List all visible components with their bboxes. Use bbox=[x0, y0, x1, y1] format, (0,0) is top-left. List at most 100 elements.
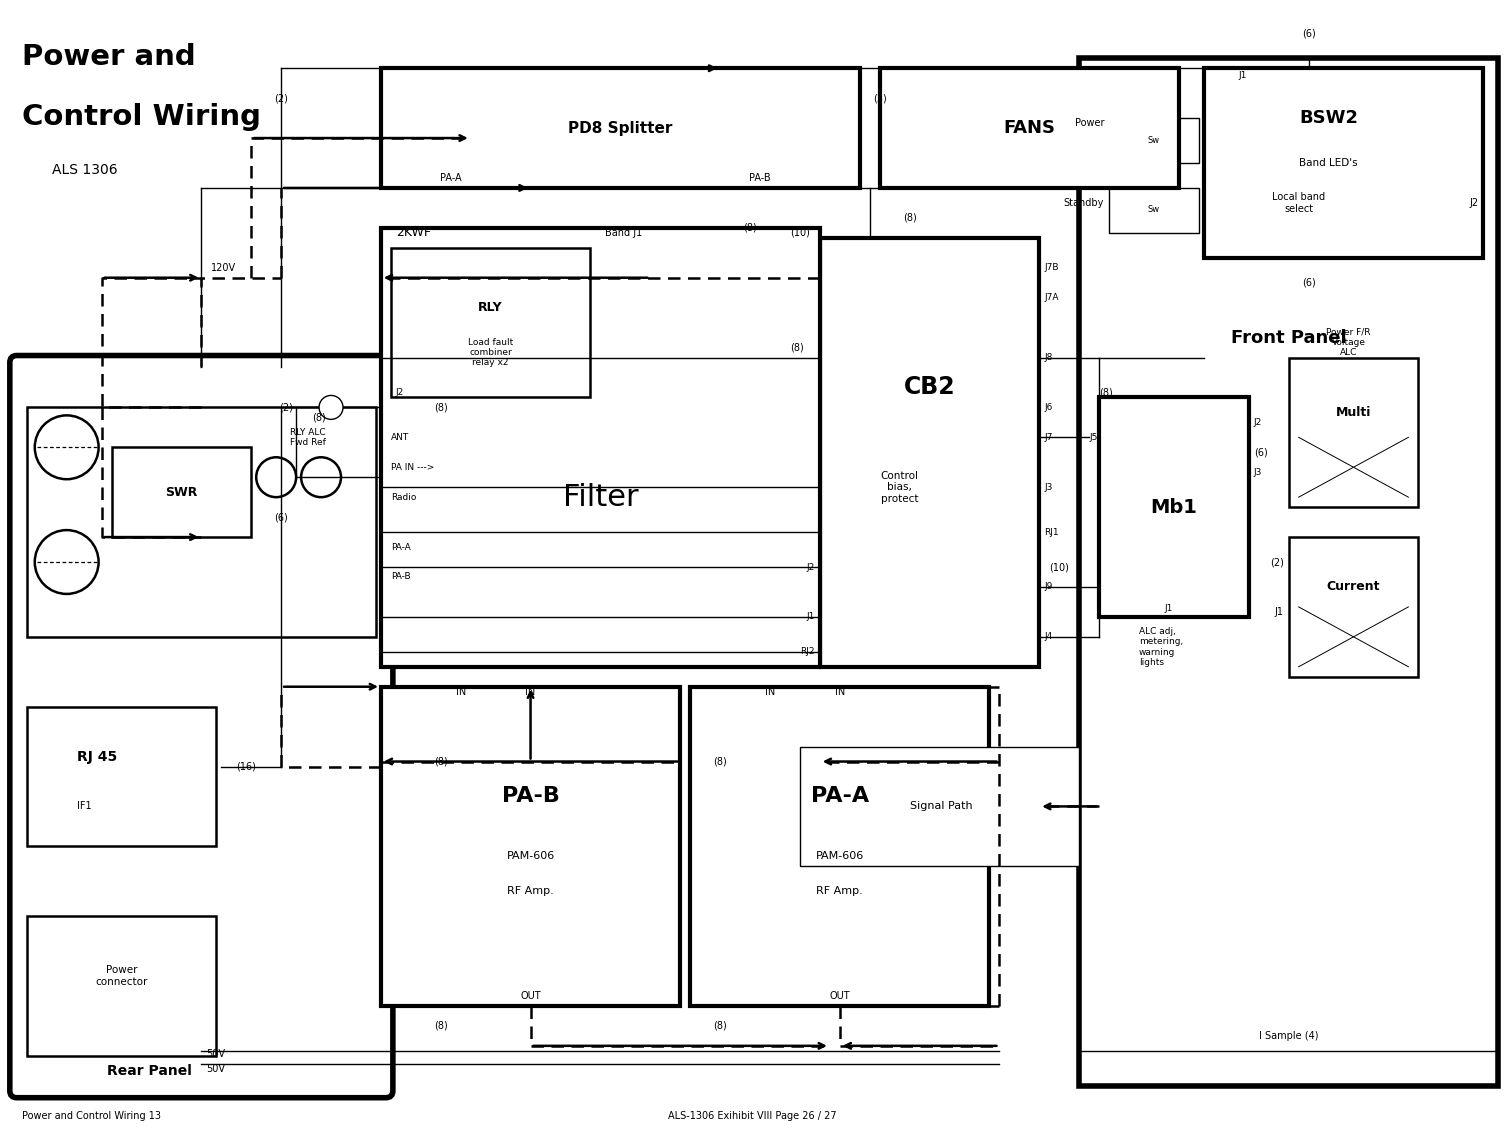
Text: RJ2: RJ2 bbox=[800, 647, 815, 656]
Text: ALS-1306 Exihibit VIII Page 26 / 27: ALS-1306 Exihibit VIII Page 26 / 27 bbox=[668, 1111, 836, 1121]
Text: PD8 Splitter: PD8 Splitter bbox=[569, 121, 672, 135]
Text: (8): (8) bbox=[790, 342, 803, 352]
Bar bbox=[27, 407, 376, 637]
Text: J8: J8 bbox=[1044, 352, 1053, 362]
Text: PA-B: PA-B bbox=[391, 572, 411, 581]
Text: Power
connector: Power connector bbox=[95, 965, 147, 987]
Bar bbox=[381, 687, 680, 1006]
Text: RF Amp.: RF Amp. bbox=[817, 886, 863, 896]
Bar bbox=[1099, 398, 1248, 617]
Text: PA-A: PA-A bbox=[391, 542, 411, 551]
Text: (8): (8) bbox=[433, 756, 448, 766]
Text: Front Panel: Front Panel bbox=[1230, 329, 1346, 347]
Text: (6): (6) bbox=[1302, 28, 1316, 39]
Circle shape bbox=[35, 415, 99, 479]
Text: CB2: CB2 bbox=[904, 375, 955, 399]
Text: RLY: RLY bbox=[478, 301, 502, 314]
Text: J1: J1 bbox=[806, 613, 815, 622]
Text: (6): (6) bbox=[1254, 447, 1268, 457]
Text: J7: J7 bbox=[1044, 433, 1053, 442]
Text: Current: Current bbox=[1327, 581, 1381, 594]
Text: RF Amp.: RF Amp. bbox=[507, 886, 553, 896]
Text: IF1: IF1 bbox=[77, 802, 92, 812]
Text: ALS 1306: ALS 1306 bbox=[51, 163, 117, 177]
Text: PA IN --->: PA IN ---> bbox=[391, 463, 435, 472]
Text: Rear Panel: Rear Panel bbox=[107, 1064, 191, 1078]
Text: (10): (10) bbox=[1050, 562, 1069, 572]
Text: OUT: OUT bbox=[830, 991, 850, 1001]
Bar bbox=[1108, 188, 1199, 233]
Text: Power and: Power and bbox=[21, 43, 196, 72]
Text: Control
bias,
protect: Control bias, protect bbox=[881, 471, 919, 504]
Text: IN: IN bbox=[835, 687, 845, 697]
Text: Power F/R
Voltage
ALC: Power F/R Voltage ALC bbox=[1327, 327, 1370, 357]
Text: PA-B: PA-B bbox=[502, 787, 559, 806]
Text: (2): (2) bbox=[274, 93, 289, 103]
Text: BSW2: BSW2 bbox=[1299, 109, 1358, 127]
Text: PA-B: PA-B bbox=[749, 173, 770, 183]
Text: (2): (2) bbox=[280, 402, 293, 413]
Text: J9: J9 bbox=[1044, 582, 1053, 591]
Bar bbox=[820, 238, 1039, 666]
Text: Radio: Radio bbox=[391, 492, 417, 501]
Bar bbox=[880, 68, 1179, 188]
Text: FANS: FANS bbox=[1003, 119, 1056, 138]
Text: J3: J3 bbox=[1254, 467, 1262, 476]
Text: J2: J2 bbox=[396, 388, 405, 397]
Text: I Sample (4): I Sample (4) bbox=[1259, 1031, 1319, 1040]
Text: (8): (8) bbox=[313, 413, 326, 422]
Text: J7B: J7B bbox=[1044, 264, 1059, 272]
Bar bbox=[1080, 58, 1498, 1086]
Text: J6: J6 bbox=[1044, 402, 1053, 412]
Text: J4: J4 bbox=[1044, 632, 1053, 641]
Text: 50V: 50V bbox=[206, 1064, 226, 1073]
Text: Sw: Sw bbox=[1148, 206, 1160, 215]
Text: Control Wiring: Control Wiring bbox=[21, 103, 260, 131]
Text: Band J1: Band J1 bbox=[605, 227, 642, 238]
Text: Local band
select: Local band select bbox=[1272, 192, 1325, 214]
Bar bbox=[1108, 118, 1199, 163]
Text: IN: IN bbox=[456, 687, 466, 697]
Bar bbox=[381, 68, 860, 188]
Text: (8): (8) bbox=[1099, 388, 1113, 398]
Circle shape bbox=[319, 396, 343, 420]
Text: PA-A: PA-A bbox=[441, 173, 462, 183]
Bar bbox=[1203, 68, 1483, 258]
Text: (8): (8) bbox=[433, 1021, 448, 1031]
Bar bbox=[381, 227, 820, 666]
Bar bbox=[111, 447, 251, 537]
Text: Sw: Sw bbox=[1148, 135, 1160, 144]
Text: (8): (8) bbox=[433, 402, 448, 413]
Text: Multi: Multi bbox=[1336, 406, 1372, 418]
Text: J3: J3 bbox=[1044, 483, 1053, 491]
Text: IN: IN bbox=[766, 687, 775, 697]
Text: (2): (2) bbox=[1269, 557, 1284, 567]
Circle shape bbox=[301, 457, 341, 497]
Text: ALC adj,
metering,
warning
lights: ALC adj, metering, warning lights bbox=[1139, 626, 1184, 667]
Bar bbox=[690, 687, 990, 1006]
Text: J2: J2 bbox=[1469, 198, 1478, 208]
Bar bbox=[1289, 357, 1418, 507]
Text: RJ1: RJ1 bbox=[1044, 528, 1059, 537]
Text: PAM-606: PAM-606 bbox=[815, 852, 863, 862]
Text: ANT: ANT bbox=[391, 433, 409, 442]
Text: SWR: SWR bbox=[165, 485, 197, 499]
Text: (10): (10) bbox=[790, 227, 809, 238]
Bar bbox=[1289, 537, 1418, 677]
Text: PA-A: PA-A bbox=[811, 787, 869, 806]
Circle shape bbox=[256, 457, 296, 497]
Text: PAM-606: PAM-606 bbox=[507, 852, 555, 862]
Text: Standby: Standby bbox=[1063, 198, 1104, 208]
Text: J7A: J7A bbox=[1044, 293, 1059, 302]
Text: 50V: 50V bbox=[206, 1048, 226, 1059]
Text: (6): (6) bbox=[274, 512, 289, 522]
Text: Signal Path: Signal Path bbox=[910, 802, 972, 812]
Text: IN: IN bbox=[525, 687, 535, 697]
Text: RJ 45: RJ 45 bbox=[77, 749, 117, 764]
Text: Band LED's: Band LED's bbox=[1299, 158, 1358, 168]
Text: J1: J1 bbox=[1239, 70, 1247, 80]
Text: (8): (8) bbox=[743, 223, 757, 233]
Text: Load fault
combiner
relay x2: Load fault combiner relay x2 bbox=[468, 338, 513, 367]
Bar bbox=[391, 248, 591, 398]
Text: J5: J5 bbox=[1089, 433, 1098, 442]
